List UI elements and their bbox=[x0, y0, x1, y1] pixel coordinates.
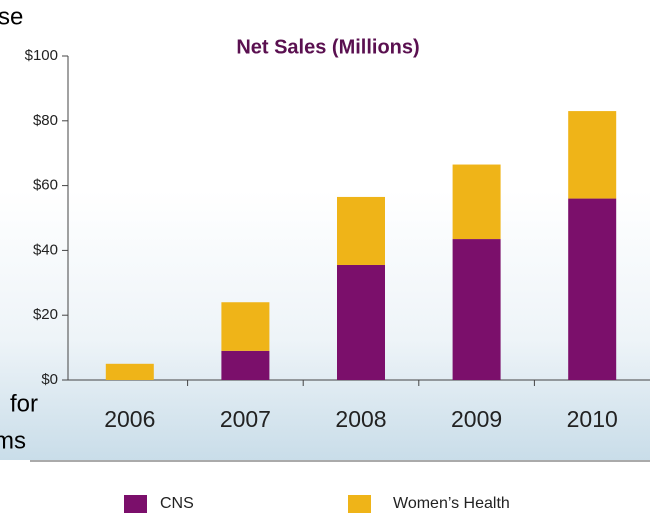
bar-segment bbox=[221, 350, 270, 380]
bar-segment bbox=[452, 164, 501, 240]
x-tick-label: 2008 bbox=[335, 406, 386, 432]
bar-segment bbox=[105, 363, 154, 380]
bar-segment bbox=[568, 111, 617, 199]
fragment-text: se bbox=[0, 3, 23, 30]
x-tick-label: 2010 bbox=[567, 406, 618, 432]
y-tick-label: $20 bbox=[33, 306, 58, 323]
x-tick-label: 2009 bbox=[451, 406, 502, 432]
legend-label: Women’s Health bbox=[393, 495, 510, 512]
legend-label: CNS bbox=[160, 495, 194, 512]
y-tick-label: $100 bbox=[25, 47, 58, 64]
legend-swatch bbox=[124, 495, 147, 513]
chart-title: Net Sales (Millions) bbox=[236, 36, 419, 58]
background-band bbox=[0, 190, 650, 460]
y-tick-label: $40 bbox=[33, 241, 58, 258]
y-tick-label: $60 bbox=[33, 177, 58, 194]
bar-segment bbox=[337, 264, 385, 380]
y-tick-label: $80 bbox=[33, 112, 58, 129]
legend-swatch bbox=[348, 495, 371, 513]
x-tick-label: 2006 bbox=[104, 406, 155, 432]
fragment-text: ms bbox=[0, 427, 26, 454]
x-tick-label: 2007 bbox=[220, 406, 271, 432]
bar-segment bbox=[221, 302, 270, 351]
y-tick-label: $0 bbox=[41, 371, 58, 388]
bar-segment bbox=[568, 198, 617, 380]
bar-segment bbox=[452, 239, 501, 380]
bar-segment bbox=[337, 196, 385, 265]
fragment-text: for bbox=[10, 390, 38, 417]
